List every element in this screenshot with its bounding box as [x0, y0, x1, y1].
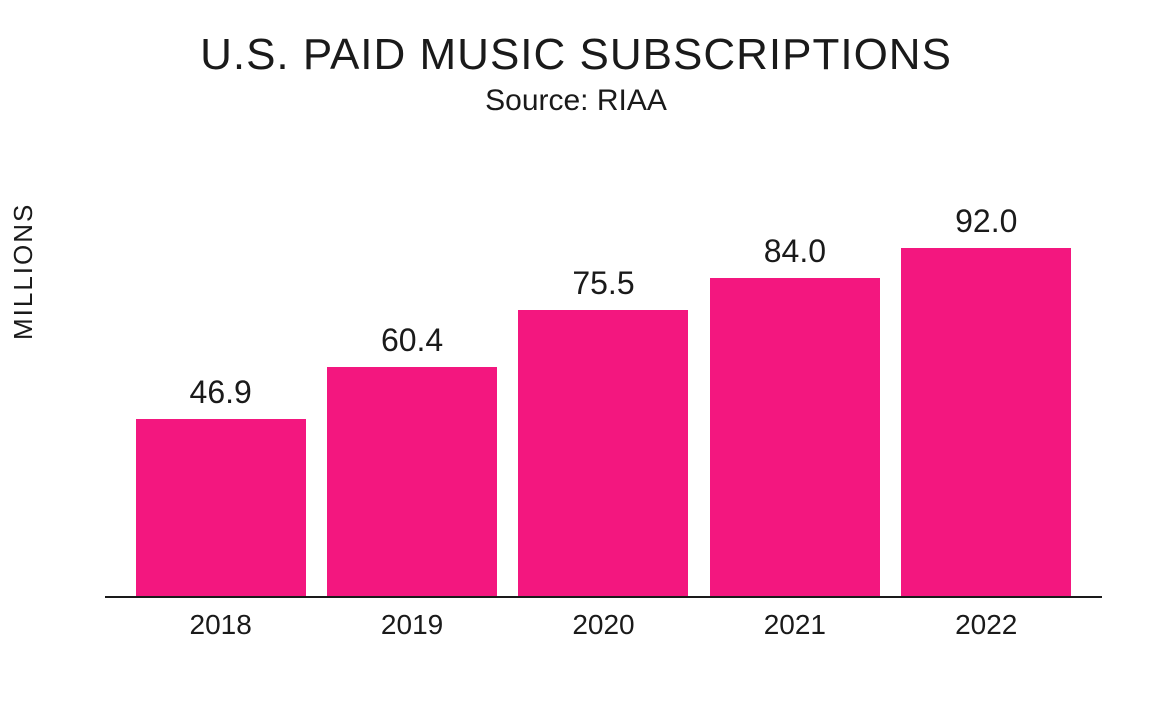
chart-title: U.S. PAID MUSIC SUBSCRIPTIONS — [50, 30, 1102, 80]
bar-group: 60.4 — [327, 322, 497, 596]
x-label: 2018 — [136, 609, 306, 641]
bar-group: 46.9 — [136, 374, 306, 596]
bar-group: 92.0 — [901, 203, 1071, 596]
bar — [518, 310, 688, 596]
bar — [901, 248, 1071, 596]
bar-group: 75.5 — [518, 265, 688, 596]
x-label: 2021 — [710, 609, 880, 641]
bars-group: 46.9 60.4 75.5 84.0 92.0 — [105, 168, 1102, 596]
x-label: 2022 — [901, 609, 1071, 641]
chart-container: U.S. PAID MUSIC SUBSCRIPTIONS Source: RI… — [0, 0, 1152, 710]
bar — [710, 278, 880, 596]
plot-area: 46.9 60.4 75.5 84.0 92.0 2018 2019 — [105, 168, 1102, 598]
bar — [327, 367, 497, 596]
bar-value-label: 84.0 — [764, 233, 826, 270]
bar-group: 84.0 — [710, 233, 880, 596]
x-label: 2019 — [327, 609, 497, 641]
bar-value-label: 46.9 — [190, 374, 252, 411]
chart-subtitle: Source: RIAA — [50, 84, 1102, 118]
bar-value-label: 75.5 — [572, 265, 634, 302]
x-label: 2020 — [518, 609, 688, 641]
x-axis-labels: 2018 2019 2020 2021 2022 — [105, 609, 1102, 641]
bar-value-label: 92.0 — [955, 203, 1017, 240]
bar — [136, 419, 306, 596]
y-axis-label: MILLIONS — [8, 203, 39, 340]
bar-value-label: 60.4 — [381, 322, 443, 359]
